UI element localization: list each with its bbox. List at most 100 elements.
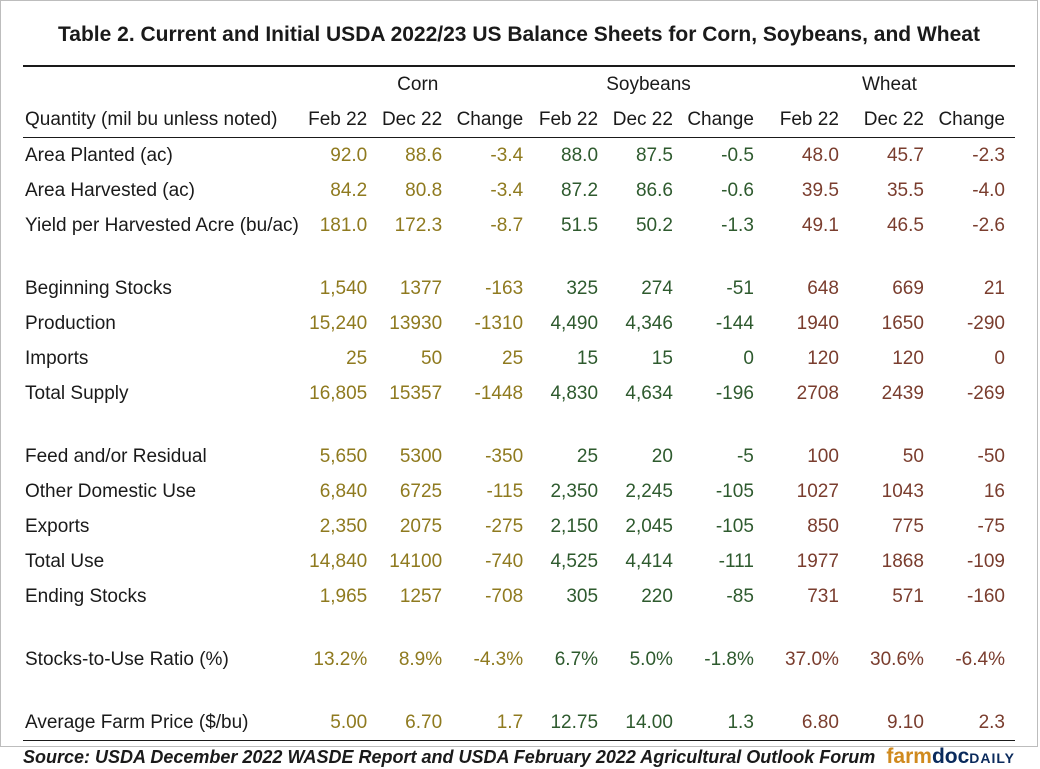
cell-wheat-chg: -2.3 [934,138,1015,174]
table-row: Average Farm Price ($/bu)5.006.701.712.7… [23,705,1015,741]
cell-corn-dec: 5300 [377,439,452,474]
cell-wheat-chg: -2.6 [934,208,1015,243]
row-label: Beginning Stocks [23,271,302,306]
cell-corn-dec: 14100 [377,544,452,579]
cell-wheat-feb: 120 [764,341,849,376]
cell-corn-feb: 14,840 [302,544,377,579]
table-row: Other Domestic Use6,8406725-1152,3502,24… [23,474,1015,509]
cell-corn-dec: 1377 [377,271,452,306]
cell-wheat-chg: -269 [934,376,1015,411]
row-label: Total Supply [23,376,302,411]
cell-wheat-feb: 1027 [764,474,849,509]
cell-wheat-dec: 669 [849,271,934,306]
cell-wheat-dec: 50 [849,439,934,474]
cell-soy-chg: -85 [683,579,764,614]
cell-wheat-chg: 0 [934,341,1015,376]
row-label: Feed and/or Residual [23,439,302,474]
cell-wheat-feb: 37.0% [764,642,849,677]
cell-corn-dec: 15357 [377,376,452,411]
cell-corn-dec: 88.6 [377,138,452,174]
cell-wheat-feb: 1940 [764,306,849,341]
cell-soy-feb: 305 [533,579,608,614]
table-row: Production15,24013930-13104,4904,346-144… [23,306,1015,341]
table-row: Yield per Harvested Acre (bu/ac)181.0172… [23,208,1015,243]
cell-corn-dec: 50 [377,341,452,376]
cell-soy-dec: 4,634 [608,376,683,411]
cell-corn-dec: 8.9% [377,642,452,677]
table-row: Total Supply16,80515357-14484,8304,634-1… [23,376,1015,411]
row-label: Exports [23,509,302,544]
cell-soy-feb: 2,350 [533,474,608,509]
col-corn-dec: Dec 22 [377,102,452,138]
cell-soy-dec: 5.0% [608,642,683,677]
row-header-label: Quantity (mil bu unless noted) [23,102,302,138]
cell-corn-dec: 2075 [377,509,452,544]
cell-wheat-chg: -75 [934,509,1015,544]
table-row: Total Use14,84014100-7404,5254,414-11119… [23,544,1015,579]
cell-wheat-dec: 571 [849,579,934,614]
col-wheat-chg: Change [934,102,1015,138]
cell-wheat-feb: 2708 [764,376,849,411]
cell-corn-chg: -4.3% [452,642,533,677]
cell-soy-dec: 220 [608,579,683,614]
brand-part-doc: doc [932,745,969,768]
cell-wheat-chg: 21 [934,271,1015,306]
balance-sheet-table: Corn Soybeans Wheat Quantity (mil bu unl… [23,65,1015,741]
cell-soy-chg: -0.6 [683,173,764,208]
cell-wheat-chg: 2.3 [934,705,1015,741]
brand-part-farm: farm [886,745,932,768]
cell-wheat-dec: 46.5 [849,208,934,243]
col-soy-dec: Dec 22 [608,102,683,138]
cell-corn-dec: 6725 [377,474,452,509]
cell-corn-dec: 6.70 [377,705,452,741]
cell-corn-chg: -1448 [452,376,533,411]
cell-corn-feb: 5.00 [302,705,377,741]
group-soy: Soybeans [533,66,764,102]
cell-wheat-dec: 1650 [849,306,934,341]
cell-soy-feb: 325 [533,271,608,306]
cell-corn-dec: 13930 [377,306,452,341]
cell-wheat-dec: 30.6% [849,642,934,677]
cell-soy-chg: -111 [683,544,764,579]
spacer-row [23,614,1015,642]
table-row: Exports2,3502075-2752,1502,045-105850775… [23,509,1015,544]
source-text: Source: USDA December 2022 WASDE Report … [23,747,875,768]
cell-soy-feb: 25 [533,439,608,474]
cell-soy-dec: 86.6 [608,173,683,208]
cell-soy-dec: 14.00 [608,705,683,741]
cell-soy-chg: -5 [683,439,764,474]
cell-wheat-feb: 100 [764,439,849,474]
spacer-row [23,243,1015,271]
row-label: Total Use [23,544,302,579]
cell-wheat-chg: -50 [934,439,1015,474]
cell-corn-feb: 6,840 [302,474,377,509]
table-row: Beginning Stocks1,5401377-163325274-5164… [23,271,1015,306]
row-label: Ending Stocks [23,579,302,614]
cell-wheat-feb: 48.0 [764,138,849,174]
cell-corn-feb: 92.0 [302,138,377,174]
cell-soy-dec: 50.2 [608,208,683,243]
cell-corn-chg: -115 [452,474,533,509]
cell-wheat-dec: 45.7 [849,138,934,174]
cell-soy-chg: -1.8% [683,642,764,677]
cell-wheat-chg: -109 [934,544,1015,579]
cell-soy-feb: 12.75 [533,705,608,741]
row-label: Area Planted (ac) [23,138,302,174]
cell-soy-chg: -1.3 [683,208,764,243]
cell-soy-chg: -196 [683,376,764,411]
cell-wheat-feb: 39.5 [764,173,849,208]
cell-soy-chg: 0 [683,341,764,376]
cell-wheat-feb: 731 [764,579,849,614]
cell-wheat-chg: 16 [934,474,1015,509]
cell-wheat-feb: 49.1 [764,208,849,243]
cell-corn-dec: 80.8 [377,173,452,208]
row-label: Average Farm Price ($/bu) [23,705,302,741]
table-head: Corn Soybeans Wheat Quantity (mil bu unl… [23,66,1015,138]
cell-corn-feb: 1,965 [302,579,377,614]
cell-corn-dec: 1257 [377,579,452,614]
row-label: Area Harvested (ac) [23,173,302,208]
cell-soy-chg: -144 [683,306,764,341]
table-row: Stocks-to-Use Ratio (%)13.2%8.9%-4.3%6.7… [23,642,1015,677]
cell-corn-feb: 2,350 [302,509,377,544]
cell-wheat-dec: 35.5 [849,173,934,208]
